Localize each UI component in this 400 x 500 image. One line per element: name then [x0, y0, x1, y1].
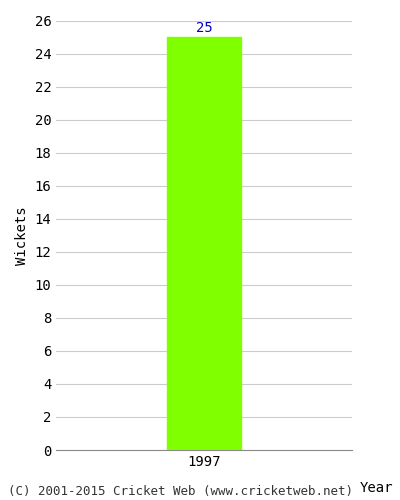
Text: (C) 2001-2015 Cricket Web (www.cricketweb.net): (C) 2001-2015 Cricket Web (www.cricketwe…: [8, 484, 353, 498]
Text: 25: 25: [196, 20, 212, 34]
Y-axis label: Wickets: Wickets: [15, 206, 29, 264]
Text: Year: Year: [360, 480, 394, 494]
Bar: [167, 37, 241, 450]
